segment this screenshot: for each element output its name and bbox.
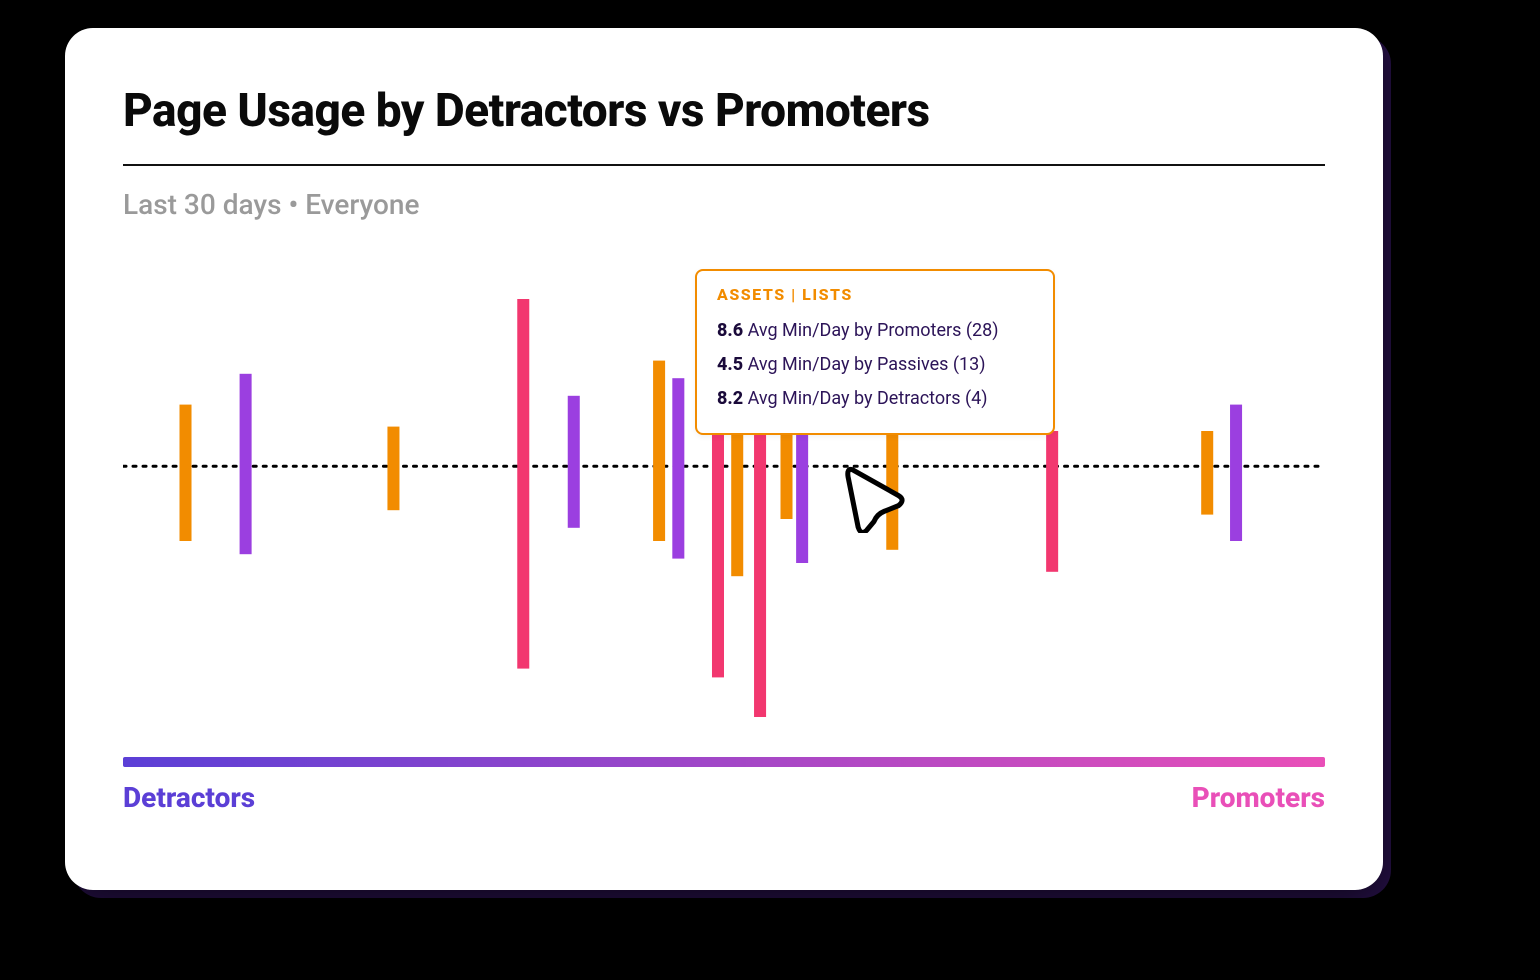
chart-bar[interactable] — [780, 431, 792, 519]
tooltip-title: ASSETS | LISTS — [717, 285, 1033, 304]
tooltip-row: 8.2 Avg Min/Day by Detractors (4) — [717, 382, 1033, 416]
chart-bar[interactable] — [1201, 431, 1213, 515]
tooltip-row: 8.6 Avg Min/Day by Promoters (28) — [717, 314, 1033, 348]
chart-bar[interactable] — [179, 405, 191, 541]
chart-bar[interactable] — [387, 427, 399, 511]
chart-card: Page Usage by Detractors vs Promoters La… — [65, 28, 1383, 890]
title-rule — [123, 164, 1325, 166]
axis-left-label: Detractors — [123, 781, 255, 814]
chart-bar[interactable] — [754, 431, 766, 717]
chart-bar[interactable] — [568, 396, 580, 528]
chart-bar[interactable] — [240, 374, 252, 554]
axis-labels: Detractors Promoters — [123, 781, 1325, 814]
cursor-icon — [838, 461, 910, 533]
chart-bar[interactable] — [1230, 405, 1242, 541]
axis-right-label: Promoters — [1192, 781, 1325, 814]
chart-bar[interactable] — [653, 361, 665, 541]
tooltip-rows: 8.6 Avg Min/Day by Promoters (28)4.5 Avg… — [717, 314, 1033, 417]
card-subtitle: Last 30 days • Everyone — [123, 188, 1325, 221]
chart-area[interactable]: ASSETS | LISTS 8.6 Avg Min/Day by Promot… — [123, 277, 1325, 717]
chart-bar[interactable] — [796, 431, 808, 563]
chart-bar[interactable] — [672, 378, 684, 558]
axis-gradient-bar — [123, 757, 1325, 767]
chart-bar[interactable] — [731, 431, 743, 576]
chart-bar[interactable] — [1046, 431, 1058, 572]
chart-tooltip: ASSETS | LISTS 8.6 Avg Min/Day by Promot… — [695, 269, 1055, 435]
card-title: Page Usage by Detractors vs Promoters — [123, 84, 1325, 138]
chart-bar[interactable] — [517, 299, 529, 669]
tooltip-row: 4.5 Avg Min/Day by Passives (13) — [717, 348, 1033, 382]
